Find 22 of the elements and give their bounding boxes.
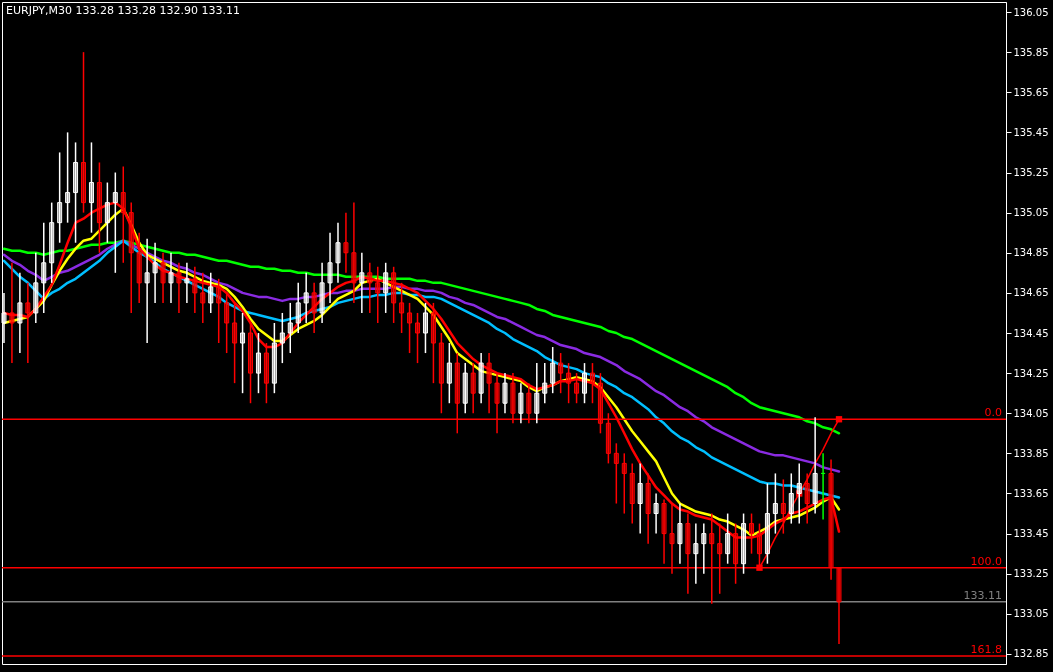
y-tick-label: 134.05 <box>1013 407 1049 419</box>
y-tick-label: 135.65 <box>1013 86 1049 98</box>
y-tick-label: 132.85 <box>1013 648 1049 660</box>
y-tick-label: 136.05 <box>1013 6 1049 18</box>
y-tick-label: 135.85 <box>1013 46 1049 58</box>
y-tick-label: 133.25 <box>1013 568 1049 580</box>
y-tick-label: 134.45 <box>1013 327 1049 339</box>
annotation: EURJPY,M30 133.28 133.28 132.90 133.11 <box>6 4 240 17</box>
y-tick-label: 133.65 <box>1013 487 1049 499</box>
y-tick-label: 134.85 <box>1013 247 1049 259</box>
y-tick-label: 135.05 <box>1013 207 1049 219</box>
annotation: 100.0 <box>970 554 1002 568</box>
annotation: 161.8 <box>970 642 1002 656</box>
annotation: 0.0 <box>984 406 1002 420</box>
y-tick-label: 133.85 <box>1013 447 1049 459</box>
y-tick-label: 133.45 <box>1013 528 1049 540</box>
y-tick-label: 135.25 <box>1013 167 1049 179</box>
y-tick-label: 134.25 <box>1013 367 1049 379</box>
y-tick-label: 135.45 <box>1013 126 1049 138</box>
y-tick-label: 134.65 <box>1013 287 1049 299</box>
ref-line-label: 133.11 <box>963 588 1002 602</box>
y-tick-label: 133.05 <box>1013 608 1049 620</box>
